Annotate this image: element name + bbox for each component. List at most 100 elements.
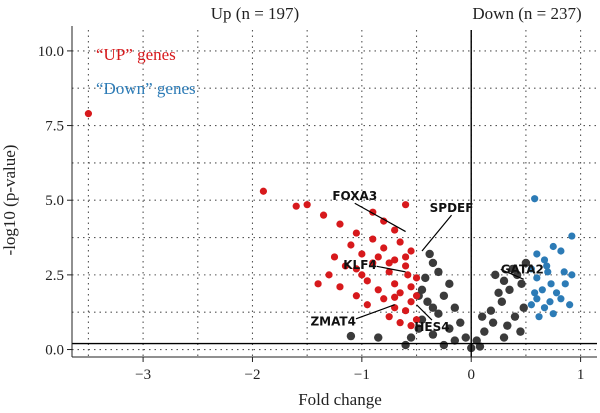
down-gene-point	[533, 274, 541, 282]
up-gene-point	[396, 289, 404, 297]
y-tick-label: 2.5	[45, 268, 64, 284]
gene-point	[434, 309, 443, 318]
up-gene-point	[401, 201, 410, 209]
up-gene-point	[404, 271, 412, 279]
gene-point	[406, 333, 416, 342]
gene-point	[423, 297, 432, 306]
up-gene-point	[407, 322, 415, 330]
down-gene-point	[531, 289, 539, 297]
up-gene-point	[369, 235, 377, 243]
x-tick-label: 1	[577, 367, 585, 383]
up-gene-point	[259, 187, 268, 195]
gene-point	[486, 306, 496, 315]
up-gene-point	[391, 280, 399, 288]
down-gene-point	[560, 268, 568, 276]
gene-point	[445, 279, 454, 289]
gene-point	[425, 249, 434, 259]
annotation-labels: FOXA3 SPDEF KLF4 GATA2 ZMAT4 HES4	[310, 189, 543, 334]
gene-point	[508, 264, 517, 274]
down-gene-point	[527, 265, 535, 273]
up-gene-point	[380, 217, 388, 225]
down-gene-point	[547, 280, 555, 288]
down-gene-point	[557, 295, 565, 303]
gene-point	[488, 318, 498, 327]
up-gene-point	[380, 295, 388, 303]
y-tick-label: 0.0	[45, 343, 64, 359]
up-count-label: Up (n = 197)	[211, 4, 299, 23]
down-gene-point	[549, 310, 557, 318]
up-gene-point	[407, 283, 415, 291]
down-gene-point	[557, 247, 565, 255]
down-gene-point	[533, 295, 541, 303]
gene-point	[374, 333, 383, 342]
leader-foxa3	[354, 202, 406, 233]
up-gene-point	[385, 313, 393, 321]
up-gene-point	[352, 229, 360, 237]
gene-point	[434, 267, 443, 277]
up-gene-point	[336, 283, 344, 291]
gene-point	[445, 324, 454, 333]
down-gene-point	[531, 195, 539, 203]
gene-point	[456, 318, 465, 327]
up-gene-point	[401, 307, 410, 315]
up-gene-point	[407, 247, 415, 255]
gene-point	[428, 258, 438, 268]
up-gene-point	[412, 274, 421, 282]
gene-point	[450, 303, 460, 312]
x-tick-label: −1	[354, 367, 370, 383]
leader-spdef	[421, 214, 453, 252]
up-gene-point	[363, 301, 371, 309]
gene-label-zmat4: ZMAT4	[310, 315, 356, 329]
gene-point	[480, 327, 489, 336]
gene-label-klf4: KLF4	[343, 258, 377, 272]
up-gene-point	[407, 298, 415, 306]
gene-point	[499, 333, 509, 342]
gene-point	[421, 273, 430, 283]
leader-gata2	[500, 268, 524, 280]
down-gene-point	[544, 268, 552, 276]
gene-point	[503, 321, 512, 330]
leader-klf4	[376, 265, 406, 273]
gene-point	[505, 285, 514, 295]
up-gene-point	[358, 250, 366, 258]
up-gene-point	[341, 262, 350, 270]
leader-hes4	[416, 304, 433, 321]
up-gene-point	[391, 293, 399, 301]
up-gene-point	[369, 259, 377, 267]
up-gene-point	[396, 238, 404, 246]
gene-label-foxa3: FOXA3	[332, 189, 377, 203]
gene-point	[428, 330, 438, 339]
up-gene-point	[396, 319, 404, 327]
down-gene-point	[552, 289, 561, 297]
down-gene-point	[543, 262, 551, 270]
gene-point	[516, 327, 525, 336]
up-gene-point	[363, 277, 371, 285]
legend-down-genes: “Down” genes	[96, 79, 196, 98]
annotation-leaders	[354, 202, 524, 321]
data-points	[84, 110, 576, 353]
gene-point	[517, 279, 526, 289]
gene-point	[428, 303, 438, 312]
gene-label-spdef: SPDEF	[430, 201, 474, 215]
legend-up-genes: “UP” genes	[96, 45, 176, 64]
down-gene-point	[533, 250, 541, 258]
up-gene-point	[314, 280, 322, 288]
x-axis-title: Fold change	[298, 390, 382, 409]
up-gene-point	[330, 253, 339, 261]
gene-point	[414, 324, 423, 333]
up-gene-point	[391, 226, 399, 234]
x-tick-label: −2	[244, 367, 260, 383]
y-tick-label: 7.5	[45, 119, 64, 135]
gene-point	[510, 312, 520, 321]
up-gene-point	[292, 202, 300, 210]
x-tick-label: 0	[467, 367, 475, 383]
up-gene-point	[358, 271, 366, 279]
up-gene-point	[412, 316, 421, 324]
up-gene-point	[380, 244, 388, 252]
up-gene-point	[336, 220, 344, 228]
up-gene-point	[385, 268, 393, 276]
up-gene-point	[412, 292, 421, 300]
gene-point	[499, 276, 509, 286]
gene-point	[519, 303, 528, 312]
up-gene-point	[374, 253, 382, 261]
